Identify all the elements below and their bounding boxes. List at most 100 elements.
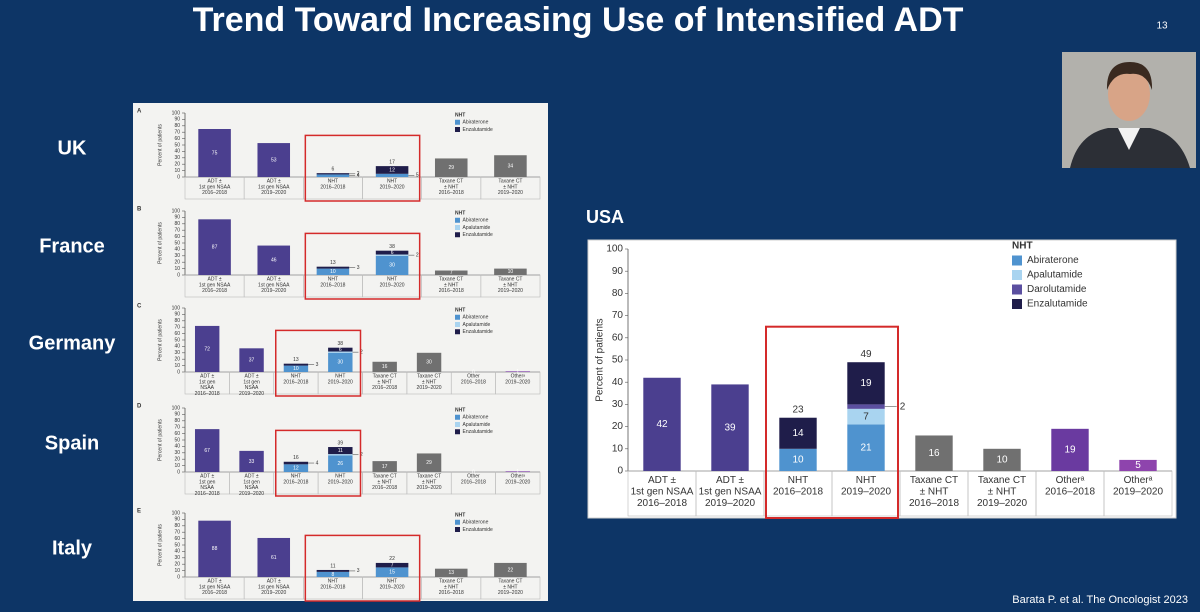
legend-swatch xyxy=(455,119,460,125)
y-tick-label: 40 xyxy=(174,344,180,350)
bar xyxy=(505,471,531,472)
stacked-segment xyxy=(328,351,353,353)
y-tick-label: 30 xyxy=(174,155,180,161)
legend-label: Abiraterone xyxy=(463,218,489,224)
legend-label: Enzalutamide xyxy=(463,232,494,238)
legend-label: Enzalutamide xyxy=(463,429,494,435)
bar-value-label: 75 xyxy=(212,150,218,156)
segment-label: 12 xyxy=(389,167,395,173)
y-tick-label: 100 xyxy=(172,110,181,116)
segment-label: 19 xyxy=(860,378,872,389)
y-axis-label: Percent of patients xyxy=(157,419,163,461)
x-tick-label: ADT ±1st gen NSAA 2019–2020 xyxy=(258,179,290,197)
legend-swatch xyxy=(455,314,460,320)
y-tick-label: 20 xyxy=(174,357,180,363)
legend-title: NHT xyxy=(455,112,465,118)
y-tick-label: 80 xyxy=(174,123,180,129)
y-tick-label: 60 xyxy=(174,234,180,240)
x-tick-label: Taxane CT ± NHT 2016–2018 xyxy=(372,474,397,492)
y-tick-label: 100 xyxy=(172,405,181,411)
segment-label: 10 xyxy=(792,455,804,466)
bar-value-label: 1 xyxy=(516,369,519,375)
y-tick-label: 100 xyxy=(172,510,181,516)
x-tick-label: Otherᵃ 2019–2020 xyxy=(505,374,530,386)
bar xyxy=(372,361,397,372)
legend-label: Darolutamide xyxy=(1027,284,1087,295)
stacked-segment xyxy=(328,347,353,352)
y-tick-label: 20 xyxy=(174,457,180,463)
y-tick-label: 40 xyxy=(612,377,624,388)
segment-label: 3 xyxy=(316,362,319,368)
stacked-segment xyxy=(779,448,817,471)
country-label: USA xyxy=(586,207,624,227)
bar-value-label: 10 xyxy=(996,455,1008,466)
segment-label: 6 xyxy=(391,250,394,256)
legend-swatch xyxy=(455,519,460,525)
x-tick-label: Taxane CT ± NHT 2019–2020 xyxy=(498,277,523,295)
speaker-face xyxy=(1108,67,1150,121)
y-tick-label: 40 xyxy=(174,149,180,155)
bar-value-label: 39 xyxy=(724,422,736,433)
legend-title: NHT xyxy=(455,210,465,216)
stack-total-label: 38 xyxy=(338,341,344,347)
y-tick-label: 30 xyxy=(174,350,180,356)
legend-swatch xyxy=(455,414,460,420)
y-tick-label: 10 xyxy=(174,168,180,174)
stacked-segment xyxy=(328,454,353,456)
country-label: Italy xyxy=(52,537,93,559)
y-tick-label: 10 xyxy=(174,363,180,369)
segment-label: 2 xyxy=(360,349,363,355)
x-tick-label: Taxane CT ± NHT 2019–2020 xyxy=(417,474,442,492)
y-tick-label: 60 xyxy=(174,136,180,142)
stack-total-label: 39 xyxy=(338,440,344,446)
bar xyxy=(416,453,442,472)
segment-label: 30 xyxy=(389,263,395,269)
x-tick-label: Taxane CT ± NHT 2019–2020 xyxy=(977,475,1027,509)
bar-value-label: 22 xyxy=(508,567,514,573)
bar-value-label: 10 xyxy=(508,269,514,275)
segment-label: 7 xyxy=(863,411,869,422)
x-tick-label: ADT ±1st gen NSAA 2016–2018 xyxy=(631,475,694,509)
x-tick-label: NHT 2016–2018 xyxy=(320,277,345,289)
y-tick-label: 0 xyxy=(177,369,180,375)
bar xyxy=(194,429,220,472)
y-tick-label: 0 xyxy=(177,574,180,580)
segment-label: 10 xyxy=(330,269,336,275)
y-axis-label: Percent of patients xyxy=(157,319,163,361)
y-tick-label: 70 xyxy=(174,130,180,136)
x-tick-label: NHT 2019–2020 xyxy=(380,579,405,591)
y-tick-label: 90 xyxy=(174,117,180,123)
legend-label: Enzalutamide xyxy=(1027,299,1088,310)
x-tick-label: Otherᵃ 2019–2020 xyxy=(505,474,530,486)
y-tick-label: 20 xyxy=(174,260,180,266)
stacked-segment xyxy=(316,266,350,269)
x-tick-label: ADT ±1st gen NSAA 2019–2020 xyxy=(258,277,290,295)
stacked-segment xyxy=(375,250,409,255)
y-tick-label: 10 xyxy=(174,463,180,469)
x-tick-label: ADT ±1st gen NSAA 2019–2020 xyxy=(239,474,264,497)
bar xyxy=(494,155,527,177)
x-tick-label: NHT 2019–2020 xyxy=(328,474,353,486)
y-tick-label: 60 xyxy=(174,331,180,337)
stacked-segment xyxy=(847,408,885,425)
legend-swatch xyxy=(1012,255,1022,266)
y-tick-label: 80 xyxy=(174,221,180,227)
legend-title: NHT xyxy=(1012,241,1033,252)
bar xyxy=(257,537,291,577)
stacked-segment xyxy=(316,571,350,577)
stacked-segment xyxy=(328,447,353,455)
stacked-segment xyxy=(847,404,885,409)
speaker-hair xyxy=(1106,62,1153,90)
bar-value-label: 7 xyxy=(450,270,453,276)
y-tick-label: 50 xyxy=(174,542,180,548)
y-axis-label: Percent of patients xyxy=(157,222,163,264)
legend-label: Enzalutamide xyxy=(463,527,494,533)
stacked-segment xyxy=(779,417,817,449)
bar-value-label: 53 xyxy=(271,157,277,163)
x-tick-label: NHT 2016–2018 xyxy=(320,579,345,591)
bar-value-label: 29 xyxy=(448,165,454,171)
stack-total-label: 49 xyxy=(860,349,872,360)
bar xyxy=(239,450,264,472)
legend-swatch xyxy=(455,232,460,238)
